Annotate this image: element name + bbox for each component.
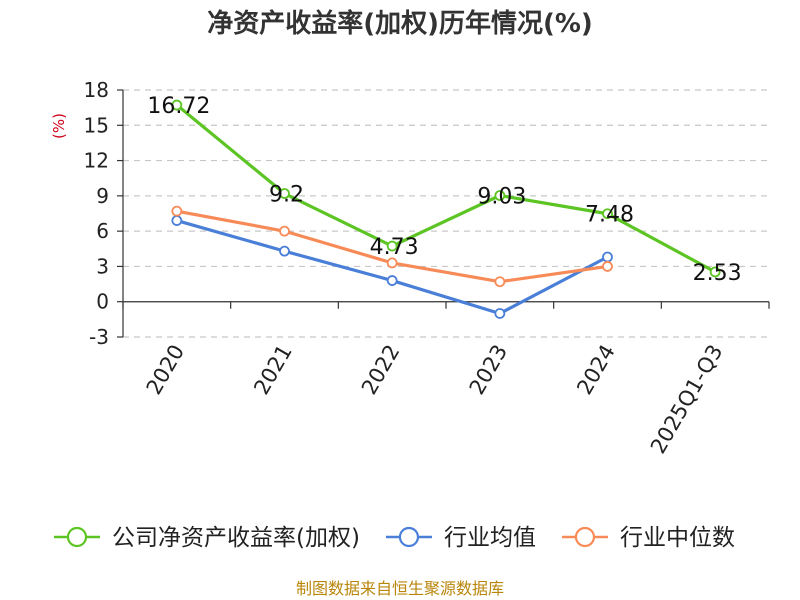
legend-label-2: 行业中位数: [620, 525, 735, 551]
x-tick-label-1: 2021: [249, 341, 297, 399]
y-tick-labels: -3 0 3 6 9 12 15 18: [84, 78, 109, 349]
data-label-5: 2.53: [693, 261, 742, 286]
series-1-point-0: [171, 215, 183, 226]
legend-marker-0: [66, 526, 88, 548]
x-tick-label-5: 2025Q1-Q3: [646, 341, 728, 458]
series-1-point-3: [494, 308, 506, 319]
series-line-0: [175, 103, 717, 274]
chart-title: 净资产收益率(加权)历年情况(%): [207, 8, 593, 39]
legend-marker-1: [398, 526, 420, 548]
y-tick-label-3: 3: [96, 254, 109, 278]
legend-marker-2: [574, 526, 596, 548]
y-tick-label-15: 15: [84, 113, 109, 137]
legend: 公司净资产收益率(加权) 行业均值 行业中位数: [54, 525, 735, 551]
x-tick-label-3: 2023: [465, 341, 513, 399]
series-0-point-4: [602, 208, 613, 220]
data-label-0: 16.72: [147, 94, 210, 119]
legend-label-1: 行业均值: [444, 525, 536, 551]
data-label-3: 9.03: [477, 185, 526, 210]
series-2-point-4: [602, 261, 613, 272]
grid-lines: [123, 89, 769, 338]
x-tick-label-0: 2020: [142, 341, 190, 399]
series-0-point-5: [709, 266, 721, 278]
x-tick-label-4: 2024: [572, 341, 620, 399]
series: [171, 99, 721, 319]
series-0-point-0: [171, 99, 183, 111]
series-0-point-3: [494, 190, 506, 201]
legend-label-0: 公司净资产收益率(加权): [112, 525, 360, 551]
data-label-2: 4.73: [370, 235, 419, 260]
series-0-point-1: [279, 188, 290, 199]
series-0-point-2: [386, 240, 398, 252]
data-label-1: 9.2: [269, 183, 304, 208]
series-2-point-1: [279, 225, 290, 237]
series-1-point-4: [602, 251, 613, 263]
y-tick-label-9: 9: [96, 184, 109, 208]
y-tick-label-6: 6: [96, 219, 109, 243]
source-note: 制图数据来自恒生聚源数据库: [296, 579, 504, 598]
series-1-point-1: [279, 245, 290, 257]
x-tick-labels: 2020 2021 2022 2023 2024 2025Q1-Q3: [142, 341, 728, 458]
data-labels: 16.72 9.2 4.73 9.03 7.48 2.53: [147, 94, 741, 286]
y-axis-unit: (%): [50, 113, 68, 139]
y-tick-label-0: 0: [96, 290, 109, 314]
data-label-4: 7.48: [585, 203, 634, 228]
series-1-point-2: [386, 275, 398, 286]
y-tick-label-12: 12: [84, 149, 109, 173]
y-tick-label-18: 18: [84, 78, 109, 102]
series-2-point-2: [386, 257, 398, 269]
series-2-point-0: [171, 205, 183, 217]
y-tick-label--3: -3: [89, 325, 109, 349]
series-2-point-3: [494, 276, 506, 288]
x-tick-label-2: 2022: [357, 341, 405, 399]
axes: [117, 89, 770, 338]
